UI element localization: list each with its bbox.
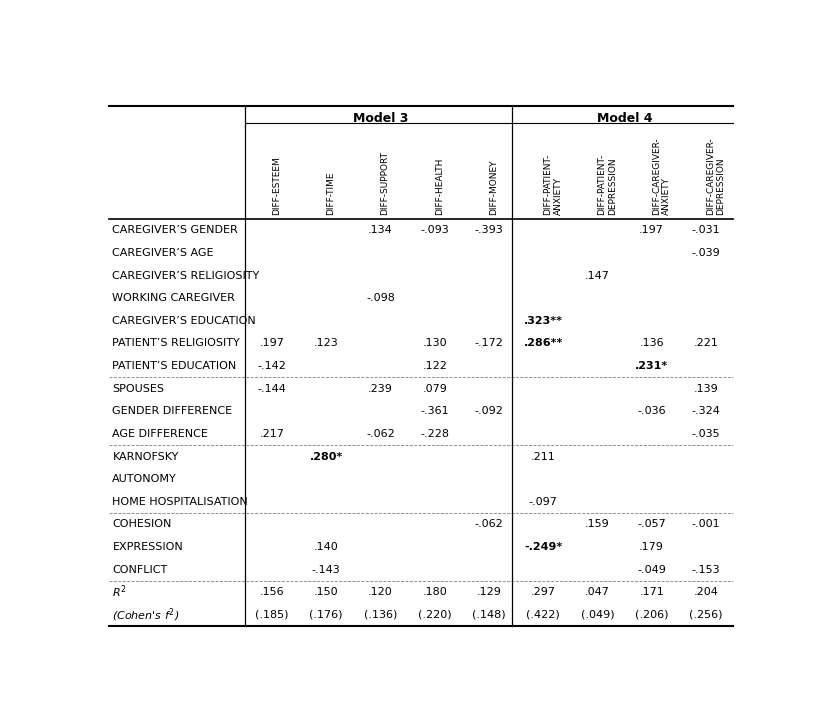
Text: SPOUSES: SPOUSES [112, 384, 164, 394]
Text: COHESION: COHESION [112, 519, 172, 529]
Text: DIFF-HEALTH: DIFF-HEALTH [434, 158, 443, 215]
Text: .136: .136 [640, 339, 664, 349]
Text: .122: .122 [422, 361, 447, 371]
Text: -.098: -.098 [366, 293, 395, 303]
Text: Model 3: Model 3 [353, 112, 408, 125]
Text: -.036: -.036 [637, 406, 666, 416]
Text: EXPRESSION: EXPRESSION [112, 542, 183, 552]
Text: PATIENT’S RELIGIOSITY: PATIENT’S RELIGIOSITY [112, 339, 240, 349]
Text: .079: .079 [422, 384, 447, 394]
Text: WORKING CAREGIVER: WORKING CAREGIVER [112, 293, 236, 303]
Text: .297: .297 [531, 587, 555, 597]
Text: KARNOFSKY: KARNOFSKY [112, 452, 179, 462]
Text: $R^2$: $R^2$ [112, 584, 127, 600]
Text: -.031: -.031 [691, 226, 720, 235]
Text: DIFF-SUPPORT: DIFF-SUPPORT [380, 151, 389, 215]
Text: (.185): (.185) [255, 610, 289, 620]
Text: -.228: -.228 [420, 429, 449, 439]
Text: (Cohen's $f^2$): (Cohen's $f^2$) [112, 606, 180, 623]
Text: DIFF-ESTEEM: DIFF-ESTEEM [272, 157, 281, 215]
Text: .147: .147 [585, 270, 610, 280]
Text: .280*: .280* [310, 452, 343, 462]
Text: -.097: -.097 [528, 497, 558, 507]
Text: .211: .211 [531, 452, 555, 462]
Text: -.172: -.172 [474, 339, 503, 349]
Text: .139: .139 [694, 384, 718, 394]
Text: -.062: -.062 [474, 519, 503, 529]
Text: -.062: -.062 [366, 429, 395, 439]
Text: (.206): (.206) [635, 610, 668, 620]
Text: (.136): (.136) [364, 610, 398, 620]
Text: -.361: -.361 [420, 406, 449, 416]
Text: -.039: -.039 [691, 248, 721, 258]
Text: .180: .180 [422, 587, 447, 597]
Text: CONFLICT: CONFLICT [112, 564, 168, 574]
Text: .120: .120 [368, 587, 393, 597]
Text: .156: .156 [259, 587, 285, 597]
Text: HOME HOSPITALISATION: HOME HOSPITALISATION [112, 497, 248, 507]
Text: CAREGIVER’S EDUCATION: CAREGIVER’S EDUCATION [112, 316, 256, 326]
Text: -.049: -.049 [637, 564, 666, 574]
Text: CAREGIVER’S AGE: CAREGIVER’S AGE [112, 248, 213, 258]
Text: -.142: -.142 [258, 361, 286, 371]
Text: .197: .197 [639, 226, 664, 235]
Text: .197: .197 [259, 339, 285, 349]
Text: -.144: -.144 [258, 384, 286, 394]
Text: .323**: .323** [524, 316, 563, 326]
Text: -.057: -.057 [637, 519, 666, 529]
Text: (.049): (.049) [581, 610, 614, 620]
Text: DIFF-CAREGIVER-
ANXIETY: DIFF-CAREGIVER- ANXIETY [652, 137, 671, 215]
Text: .204: .204 [694, 587, 718, 597]
Text: (.422): (.422) [526, 610, 560, 620]
Text: CAREGIVER’S RELIGIOSITY: CAREGIVER’S RELIGIOSITY [112, 270, 259, 280]
Text: -.143: -.143 [312, 564, 340, 574]
Text: GENDER DIFFERENCE: GENDER DIFFERENCE [112, 406, 232, 416]
Text: .134: .134 [368, 226, 393, 235]
Text: (.220): (.220) [418, 610, 452, 620]
Text: (.256): (.256) [689, 610, 722, 620]
Text: .286**: .286** [524, 339, 563, 349]
Text: .171: .171 [640, 587, 664, 597]
Text: (.148): (.148) [472, 610, 506, 620]
Text: DIFF-MONEY: DIFF-MONEY [489, 160, 498, 215]
Text: PATIENT’S EDUCATION: PATIENT’S EDUCATION [112, 361, 236, 371]
Text: DIFF-PATIENT-
DEPRESSION: DIFF-PATIENT- DEPRESSION [597, 154, 617, 215]
Text: .140: .140 [314, 542, 339, 552]
Text: DIFF-CAREGIVER-
DEPRESSION: DIFF-CAREGIVER- DEPRESSION [706, 137, 726, 215]
Text: -.153: -.153 [691, 564, 720, 574]
Text: .130: .130 [422, 339, 447, 349]
Text: .179: .179 [639, 542, 664, 552]
Text: -.035: -.035 [691, 429, 720, 439]
Text: .217: .217 [259, 429, 285, 439]
Text: .231*: .231* [635, 361, 668, 371]
Text: DIFF-PATIENT-
ANXIETY: DIFF-PATIENT- ANXIETY [543, 154, 563, 215]
Text: .150: .150 [314, 587, 339, 597]
Text: DIFF-TIME: DIFF-TIME [326, 172, 335, 215]
Text: AGE DIFFERENCE: AGE DIFFERENCE [112, 429, 209, 439]
Text: -.249*: -.249* [524, 542, 562, 552]
Text: (.176): (.176) [309, 610, 343, 620]
Text: .159: .159 [585, 519, 609, 529]
Text: Model 4: Model 4 [597, 112, 652, 125]
Text: -.393: -.393 [474, 226, 503, 235]
Text: -.324: -.324 [691, 406, 721, 416]
Text: -.093: -.093 [420, 226, 449, 235]
Text: .123: .123 [314, 339, 339, 349]
Text: -.001: -.001 [691, 519, 720, 529]
Text: .047: .047 [585, 587, 610, 597]
Text: .129: .129 [477, 587, 501, 597]
Text: .239: .239 [368, 384, 393, 394]
Text: .221: .221 [694, 339, 718, 349]
Text: CAREGIVER’S GENDER: CAREGIVER’S GENDER [112, 226, 238, 235]
Text: -.092: -.092 [474, 406, 503, 416]
Text: AUTONOMY: AUTONOMY [112, 474, 178, 484]
